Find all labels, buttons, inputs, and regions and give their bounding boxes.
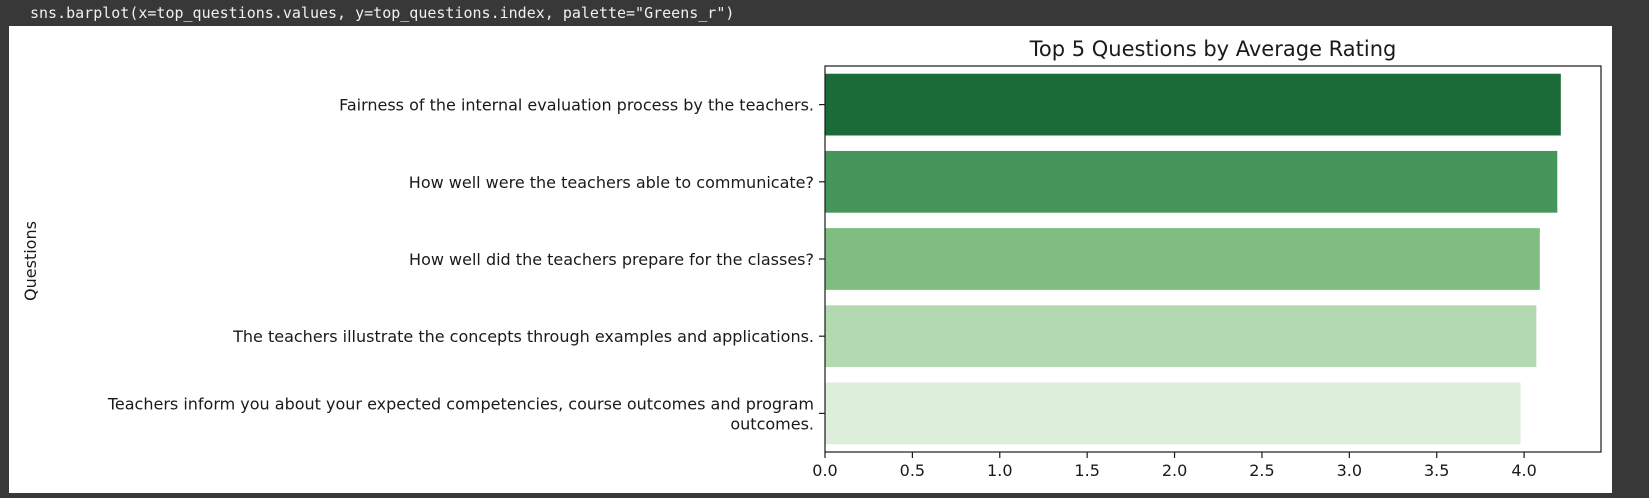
y-tick-label: Teachers inform you about your expected …: [107, 394, 814, 433]
x-tick-label: 1.0: [987, 461, 1012, 480]
y-tick-group: Fairness of the internal evaluation proc…: [107, 96, 825, 433]
x-tick-label: 2.0: [1162, 461, 1187, 480]
bar-3: [825, 228, 1540, 290]
bars-group: [825, 73, 1561, 445]
x-tick-label: 0.0: [812, 461, 837, 480]
y-tick-label: How well did the teachers prepare for th…: [409, 250, 814, 269]
bar-5: [825, 382, 1521, 445]
x-tick-label: 3.0: [1337, 461, 1362, 480]
bar-1: [825, 73, 1561, 136]
y-tick-label: The teachers illustrate the concepts thr…: [232, 327, 814, 346]
x-tick-label: 1.5: [1074, 461, 1099, 480]
chart-title: Top 5 Questions by Average Rating: [1029, 37, 1397, 61]
y-tick-label: How well were the teachers able to commu…: [409, 173, 814, 192]
x-tick-label: 2.5: [1249, 461, 1274, 480]
x-tick-label: 4.0: [1511, 461, 1536, 480]
bar-2: [825, 150, 1558, 213]
code-cell-line: sns.barplot(x=top_questions.values, y=to…: [30, 4, 735, 22]
x-tick-label: 3.5: [1424, 461, 1449, 480]
x-tick-label: 0.5: [900, 461, 925, 480]
x-tick-group: 0.0 0.5 1.0 1.5 2.0 2.5 3.0 3.5 4.0: [812, 452, 1537, 480]
y-axis-label: Questions: [21, 221, 40, 301]
y-tick-label: Fairness of the internal evaluation proc…: [339, 96, 814, 115]
plot-frame: [824, 65, 1602, 453]
bar-4: [825, 305, 1537, 368]
